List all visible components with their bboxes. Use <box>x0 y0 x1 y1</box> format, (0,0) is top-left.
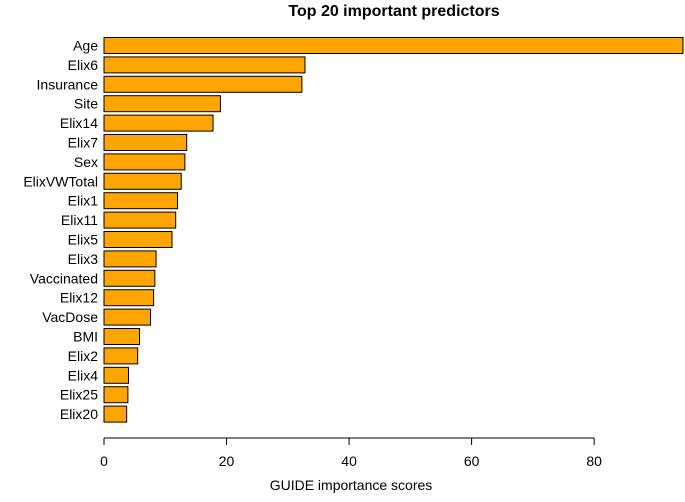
bar-elix6 <box>103 56 306 74</box>
category-label-elix6: Elix6 <box>68 57 99 73</box>
x-tick-label-80: 80 <box>586 453 602 469</box>
bar-vaccinated <box>103 269 156 287</box>
bar-elix20 <box>103 405 128 423</box>
bar-bmi <box>103 328 141 345</box>
bar-vacdose <box>103 308 152 326</box>
bar-elix25 <box>103 386 129 404</box>
category-label-elix2: Elix2 <box>68 348 99 364</box>
bar-elix12 <box>103 289 155 307</box>
bar-sex <box>103 153 186 171</box>
category-label-elix7: Elix7 <box>68 135 99 151</box>
bar-elixvwtotal <box>103 172 182 190</box>
category-label-sex: Sex <box>74 154 98 170</box>
bar-elix1 <box>103 192 179 210</box>
bar-site <box>103 95 221 113</box>
bar-age <box>103 37 684 54</box>
category-label-site: Site <box>74 96 98 112</box>
bar-elix5 <box>103 231 173 248</box>
category-label-elix4: Elix4 <box>68 367 99 383</box>
category-label-elix1: Elix1 <box>68 193 99 209</box>
bar-elix7 <box>103 134 188 151</box>
category-label-vacdose: VacDose <box>42 309 98 325</box>
bar-elix3 <box>103 250 157 268</box>
category-label-insurance: Insurance <box>37 76 99 92</box>
bars-layer <box>103 37 684 423</box>
category-label-elix5: Elix5 <box>68 232 99 248</box>
category-label-elix14: Elix14 <box>60 115 98 131</box>
category-labels: Age Elix6 Insurance Site Elix14 Elix7 Sex ElixV… <box>23 38 98 423</box>
x-tick-label-0: 0 <box>100 453 108 469</box>
category-label-bmi: BMI <box>73 329 98 345</box>
bar-elix14 <box>103 114 214 132</box>
bar-elix2 <box>103 347 139 365</box>
x-tick-label-40: 40 <box>341 453 357 469</box>
category-label-elix20: Elix20 <box>60 406 98 422</box>
bar-elix4 <box>103 366 130 384</box>
category-label-elix11: Elix11 <box>61 212 98 228</box>
bar-elix11 <box>103 211 177 229</box>
x-axis: 0 20 40 60 80 <box>100 437 602 469</box>
category-label-elix3: Elix3 <box>68 251 99 267</box>
category-label-elix25: Elix25 <box>60 387 98 403</box>
x-tick-label-60: 60 <box>464 453 480 469</box>
category-label-age: Age <box>73 38 98 54</box>
category-label-vaccinated: Vaccinated <box>30 270 98 286</box>
category-label-elix12: Elix12 <box>60 290 98 306</box>
x-axis-label: GUIDE importance scores <box>270 477 433 493</box>
bar-insurance <box>103 75 303 93</box>
chart-title: Top 20 important predictors <box>288 3 499 20</box>
x-tick-label-20: 20 <box>219 453 235 469</box>
category-label-elixvwtotal: ElixVWTotal <box>23 173 98 189</box>
